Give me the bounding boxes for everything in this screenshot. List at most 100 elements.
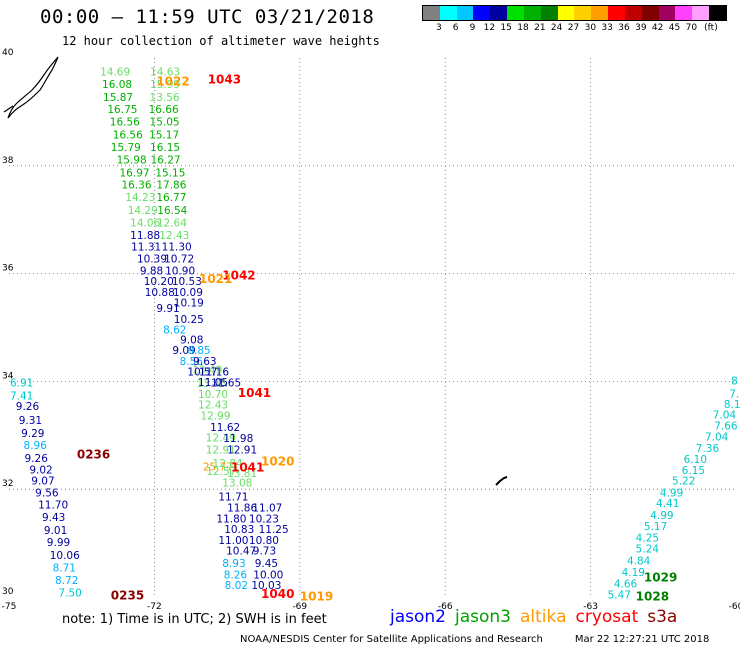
swh-value-s3a: 5.17: [644, 521, 667, 533]
swh-value-jason2: 11.30: [162, 242, 192, 254]
swh-value-jason3: 16.75: [107, 104, 137, 116]
y-tick-label: 36: [2, 264, 14, 274]
swh-value-jason2: 11.86: [227, 503, 257, 515]
swh-value-jason2: 9.08: [180, 334, 203, 346]
swh-value-jason2: 10.03: [251, 580, 281, 592]
swh-value-jason2: 9.43: [42, 512, 65, 524]
swh-value-jason2: 10.25: [174, 314, 204, 326]
swh-value-jason2: 10.39: [137, 254, 167, 266]
legend-tick-label: 42: [651, 23, 664, 33]
pass-time-label: 1022: [156, 75, 189, 89]
swh-value-jason3: 16.08: [102, 79, 132, 91]
legend-swatch-16: [692, 6, 710, 20]
swh-value-jason2: 8.72: [55, 575, 78, 587]
swh-value-jason2: 8.62: [163, 325, 186, 337]
swh-value-jason2: 9.99: [47, 537, 70, 549]
swh-value-jason2: 9.88: [140, 265, 163, 277]
swh-value-jason3: 12.43: [159, 230, 189, 242]
swh-value-jason3: 12.43: [198, 400, 228, 412]
swh-value-jason3: 16.27: [151, 154, 181, 166]
swh-value-jason3: 17.86: [156, 180, 186, 192]
legend-tick-label: 21: [534, 23, 546, 33]
swh-value-jason3: 13.49: [192, 365, 222, 377]
swh-value-jason2: 10.83: [224, 524, 254, 536]
color-legend: 3 6 9 12 15 18 21 24 27 30 33 36 39 42 45 70 (ft): [422, 5, 727, 35]
swh-value-jason2: 8.02: [225, 580, 248, 592]
swh-value-jason3: 15.17: [149, 130, 179, 142]
legend-tick-label: 24: [550, 23, 563, 33]
swh-value-jason3: 12.99: [200, 410, 230, 422]
swh-value-jason2: 9.02: [29, 464, 52, 476]
swh-value-jason2: 9.73: [253, 546, 276, 558]
pass-time-label: 0235: [111, 588, 144, 602]
swh-value-jason2: 8.56: [180, 356, 204, 368]
swh-value-jason3: 16.56: [110, 117, 140, 129]
swh-value-jason2: 11.98: [223, 433, 253, 445]
legend-tick-label: 39: [635, 23, 647, 33]
x-tick-label: -63: [583, 602, 598, 612]
y-tick-label: 32: [2, 479, 13, 489]
swh-value-jason2: 11.71: [218, 492, 248, 504]
swh-value-jason2: 8.85: [187, 345, 210, 357]
legend-swatch-8: [557, 6, 575, 20]
swh-value-jason2: 11.05: [198, 377, 228, 389]
swh-value-s3a: 4.66: [614, 579, 638, 591]
swh-value-jason3: 16.66: [149, 104, 179, 116]
swh-value-jason3: 14.06: [130, 217, 160, 229]
swh-value-jason2: 10.88: [145, 287, 175, 299]
satellite-s3a: s3a: [647, 607, 678, 627]
swh-value-s3a: 4.99: [650, 510, 673, 522]
swh-value-jason2: 10.53: [172, 276, 202, 288]
pass-time-label: 1019: [300, 589, 333, 603]
satellite-jason2: jason2: [390, 607, 446, 627]
swh-value-jason2: 9.29: [21, 428, 44, 440]
swh-value-jason3: 16.15: [150, 142, 180, 154]
legend-tick-label: 33: [601, 23, 613, 33]
swh-value-s3a: 8.18: [724, 399, 740, 411]
swh-value-jason3: 14.29: [128, 205, 158, 217]
pass-time-label: 1041: [231, 461, 264, 475]
swh-value-jason2: 10.72: [164, 254, 194, 266]
x-tick-label: -75: [2, 602, 17, 612]
legend-swatch-11: [608, 6, 625, 20]
swh-value-jason2: 8.26: [224, 569, 248, 581]
coastline-bermuda: [495, 476, 508, 486]
legend-tick-label: 15: [500, 23, 512, 33]
x-tick-label: -60: [729, 602, 740, 612]
legend-tick-label: 12: [483, 23, 496, 33]
swh-value-jason3: 14.63: [150, 66, 180, 78]
swh-value-jason3: 15.05: [150, 117, 180, 129]
swh-value-s3a: 7.6: [729, 388, 740, 400]
y-tick-label: 40: [2, 48, 14, 58]
swh-value-jason2: 11.70: [38, 499, 68, 511]
legend-swatch-14: [658, 6, 676, 20]
y-tick-label: 38: [2, 156, 14, 166]
legend-swatch-1: [439, 6, 457, 20]
coastline: [3, 56, 508, 486]
swh-value-jason3: 16.56: [113, 130, 143, 142]
swh-value-jason3: 12.49: [206, 432, 236, 444]
axis-labels: -75 -72 -69 -66 -63 -60 30 32 34 36 38 40: [2, 48, 740, 612]
swh-value-jason2: 7.41: [10, 390, 33, 402]
swh-value-jason2: 6.91: [10, 377, 33, 389]
x-tick-label: -66: [438, 602, 453, 612]
swh-value-jason2: 9.26: [16, 401, 40, 413]
satellite-cryosat: cryosat: [575, 607, 639, 627]
swh-value-jason2: 11.00: [218, 535, 248, 547]
legend-swatch-10: [591, 6, 609, 20]
swh-value-jason3: 15.15: [155, 167, 185, 179]
swh-value-jason3: 15.87: [103, 92, 133, 104]
swh-value-jason2: 10.00: [253, 569, 283, 581]
swh-value-jason2: 8.93: [222, 558, 245, 570]
satellite-jason3: jason3: [455, 607, 511, 627]
satellite-altika: altika: [520, 607, 567, 627]
swh-value-jason3: 14.23: [125, 192, 155, 204]
swh-value-jason3: 15.99: [150, 79, 180, 91]
pass-time-label: 1041: [238, 386, 271, 400]
satellite-legend: jason2 jason3 altika cryosat s3a: [390, 607, 686, 627]
legend-swatch-7: [540, 6, 558, 20]
x-tick-label: -72: [147, 602, 162, 612]
swh-value-s3a: 7.04: [705, 431, 729, 443]
swh-value-s3a: 7.66: [714, 421, 738, 433]
